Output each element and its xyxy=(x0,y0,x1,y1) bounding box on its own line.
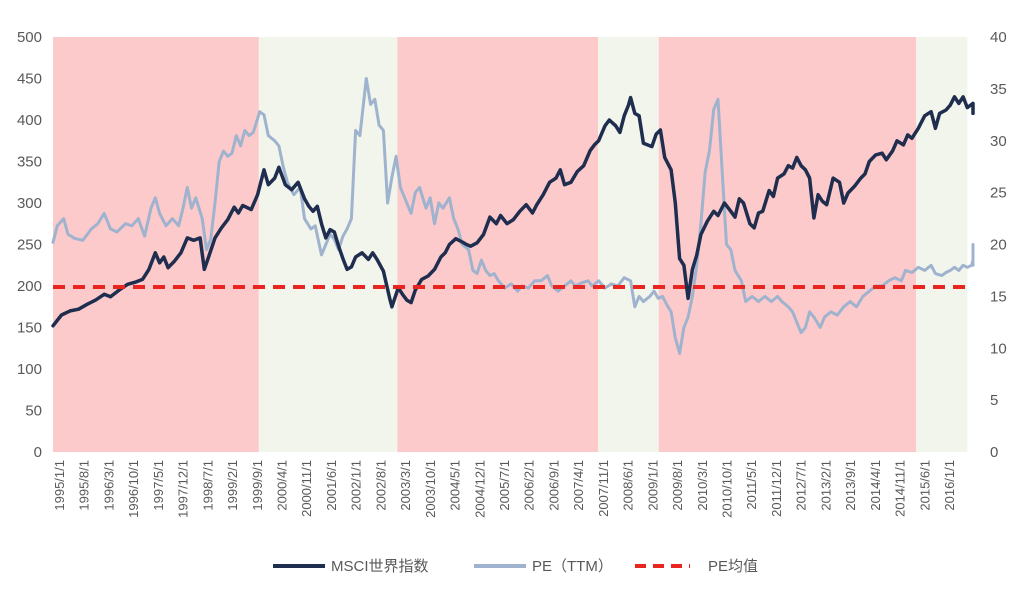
x-tick-label: 2009/1/1 xyxy=(645,460,660,511)
left-tick-label: 250 xyxy=(17,237,42,254)
x-tick-label: 2004/5/1 xyxy=(448,460,463,511)
x-tick-label: 2000/4/1 xyxy=(275,460,290,511)
x-tick-label: 2010/3/1 xyxy=(695,460,710,511)
regime-bands xyxy=(53,37,968,452)
band-bear-5 xyxy=(916,37,968,452)
left-tick-label: 200 xyxy=(17,278,42,295)
band-bull-4 xyxy=(658,37,917,452)
x-tick-label: 1997/5/1 xyxy=(151,460,166,511)
x-tick-label: 2001/6/1 xyxy=(324,460,339,511)
right-tick-label: 30 xyxy=(990,133,1007,150)
right-axis: 0 5 10 15 20 25 30 35 40 xyxy=(990,29,1007,461)
x-tick-label: 2016/1/1 xyxy=(942,460,957,511)
right-tick-label: 0 xyxy=(990,444,998,461)
x-tick-label: 1995/1/1 xyxy=(52,460,67,511)
x-tick-label: 2002/8/1 xyxy=(373,460,388,511)
x-tick-label: 1996/10/1 xyxy=(126,460,141,518)
right-tick-label: 35 xyxy=(990,81,1007,98)
x-tick-label: 2003/3/1 xyxy=(398,460,413,511)
left-tick-label: 300 xyxy=(17,195,42,212)
band-bull-2 xyxy=(397,37,599,452)
left-tick-label: 100 xyxy=(17,361,42,378)
x-tick-label: 1999/9/1 xyxy=(250,460,265,511)
right-tick-label: 15 xyxy=(990,288,1007,305)
band-bear-1 xyxy=(258,37,398,452)
x-tick-label: 2007/11/1 xyxy=(596,460,611,517)
series-layer xyxy=(51,77,975,355)
x-tick-label: 2010/10/1 xyxy=(720,460,735,518)
x-tick-label: 2003/10/1 xyxy=(423,460,438,518)
x-tick-label: 2014/11/1 xyxy=(893,460,908,517)
x-tick-label: 2000/11/1 xyxy=(299,460,314,517)
series-line-msci xyxy=(51,95,975,328)
x-tick-label: 2013/2/1 xyxy=(818,460,833,511)
x-tick-label: 2006/2/1 xyxy=(522,460,537,511)
left-tick-label: 0 xyxy=(34,444,42,461)
right-tick-label: 20 xyxy=(990,237,1007,254)
x-tick-label: 2012/7/1 xyxy=(794,460,809,511)
x-tick-label: 2011/12/1 xyxy=(769,460,784,517)
left-tick-label: 400 xyxy=(17,112,42,129)
right-tick-label: 25 xyxy=(990,185,1007,202)
x-tick-label: 1995/8/1 xyxy=(77,460,92,511)
left-axis: 0 50 100 150 200 250 300 350 400 450 500 xyxy=(17,29,42,461)
right-tick-label: 40 xyxy=(990,29,1007,46)
x-tick-label: 1999/2/1 xyxy=(225,460,240,511)
x-axis: 1995/1/1 1995/8/1 1996/3/1 1996/10/1 1997/5/… xyxy=(52,460,957,518)
band-bull-0 xyxy=(53,37,259,452)
legend-label-pe-mean: PE均值 xyxy=(708,558,758,575)
x-tick-label: 2008/6/1 xyxy=(621,460,636,511)
x-tick-label: 2014/4/1 xyxy=(868,460,883,511)
right-tick-label: 5 xyxy=(990,392,998,409)
left-tick-label: 350 xyxy=(17,154,42,171)
left-tick-label: 500 xyxy=(17,29,42,46)
x-tick-label: 1996/3/1 xyxy=(101,460,116,511)
x-tick-label: 2004/12/1 xyxy=(472,460,487,518)
series-line-pe xyxy=(51,77,975,355)
legend-label-pe: PE（TTM） xyxy=(532,558,613,575)
left-tick-label: 150 xyxy=(17,320,42,337)
x-tick-label: 2006/9/1 xyxy=(546,460,561,511)
right-tick-label: 10 xyxy=(990,340,1007,357)
left-tick-label: 50 xyxy=(25,403,42,420)
x-tick-label: 2007/4/1 xyxy=(571,460,586,511)
x-tick-label: 1998/7/1 xyxy=(200,460,215,511)
x-tick-label: 2002/1/1 xyxy=(349,460,364,511)
x-tick-label: 2005/7/1 xyxy=(497,460,512,511)
x-tick-label: 1997/12/1 xyxy=(176,460,191,518)
left-tick-label: 450 xyxy=(17,71,42,88)
legend: MSCI世界指数 PE（TTM） PE均值 xyxy=(273,558,758,575)
legend-label-msci: MSCI世界指数 xyxy=(331,558,429,575)
x-tick-label: 2009/8/1 xyxy=(670,460,685,511)
x-tick-label: 2011/5/1 xyxy=(744,460,759,510)
x-tick-label: 2013/9/1 xyxy=(843,460,858,511)
x-tick-label: 2015/6/1 xyxy=(917,460,932,511)
